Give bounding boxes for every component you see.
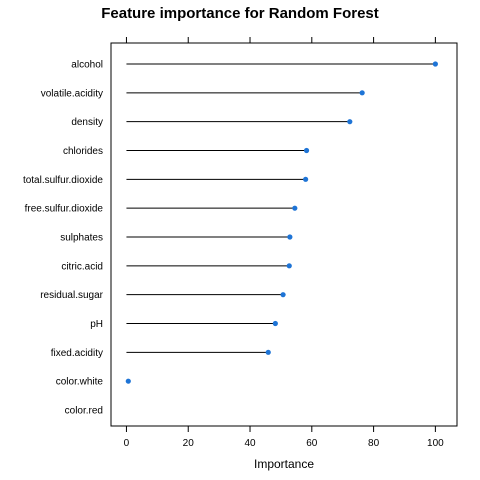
point-density xyxy=(347,119,353,125)
x-axis-top xyxy=(125,37,436,43)
category-label-density: density xyxy=(71,117,103,128)
point-pH xyxy=(272,320,278,327)
point-sulphates xyxy=(287,234,293,240)
point-fixed.acidity xyxy=(265,349,271,355)
point-chlorides xyxy=(303,147,310,154)
x-axis-label: Importance xyxy=(254,457,314,471)
x-tick-label-0: 0 xyxy=(124,438,130,449)
category-label-citric.acid: citric.acid xyxy=(61,261,103,272)
point-citric.acid xyxy=(286,263,292,269)
category-label-fixed.acidity: fixed.acidity xyxy=(51,348,103,359)
category-label-total.sulfur.dioxide: total.sulfur.dioxide xyxy=(23,175,103,186)
x-tick-label-4: 80 xyxy=(368,438,380,449)
point-volatile.acidity xyxy=(359,90,365,96)
category-label-residual.sugar: residual.sugar xyxy=(40,290,103,301)
x-tick-label-2: 40 xyxy=(244,438,256,449)
x-tick-label-3: 60 xyxy=(306,438,318,449)
x-tick-label-1: 20 xyxy=(183,438,195,449)
category-label-free.sulfur.dioxide: free.sulfur.dioxide xyxy=(25,204,104,215)
point-total.sulfur.dioxide xyxy=(303,176,309,182)
category-label-pH: pH xyxy=(90,319,103,330)
category-label-color.white: color.white xyxy=(56,377,104,388)
point-residual.sugar xyxy=(280,292,286,298)
category-label-sulphates: sulphates xyxy=(60,233,103,244)
plot-frame xyxy=(110,42,458,427)
point-free.sulfur.dioxide xyxy=(292,205,298,211)
lollipop-stems xyxy=(126,63,436,382)
category-label-volatile.acidity: volatile.acidity xyxy=(41,88,103,99)
x-axis-bottom: 0 20 40 60 80 100 xyxy=(124,426,444,449)
point-color.white xyxy=(125,378,131,384)
category-label-alcohol: alcohol xyxy=(71,60,103,71)
x-tick-label-5: 100 xyxy=(427,438,444,449)
category-label-color.red: color.red xyxy=(65,406,103,417)
y-axis-labels: alcohol volatile.acidity density chlorides t… xyxy=(23,60,104,417)
lollipop-points xyxy=(125,61,438,384)
chart-title: Feature importance for Random Forest xyxy=(101,5,379,22)
point-alcohol xyxy=(432,61,438,67)
category-label-chlorides: chlorides xyxy=(63,146,103,157)
